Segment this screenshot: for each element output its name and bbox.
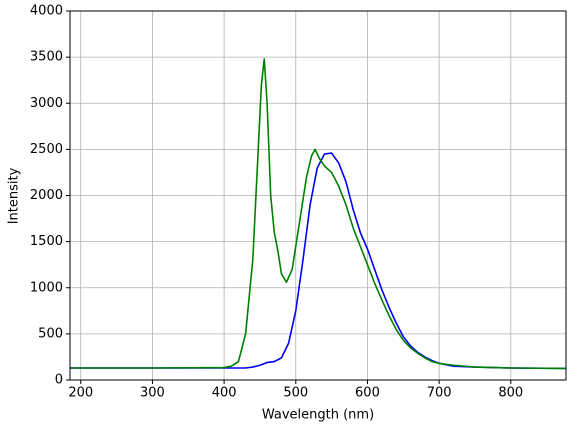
y-tick-label: 4000 <box>30 4 63 19</box>
y-tick-label: 1000 <box>30 280 63 295</box>
y-tick-label: 2000 <box>30 188 63 203</box>
y-tick-label: 3000 <box>30 96 63 111</box>
x-axis-label: Wavelength (nm) <box>262 408 374 423</box>
x-tick-label: 800 <box>498 386 523 401</box>
plot-frame <box>69 10 567 381</box>
line-series <box>70 58 567 370</box>
y-tick-label: 1500 <box>30 234 63 249</box>
x-tick-label: 700 <box>427 386 452 401</box>
x-tick-label: 600 <box>355 386 380 401</box>
x-tick-label: 500 <box>283 386 308 401</box>
y-tick-label: 2500 <box>30 142 63 157</box>
y-tick-label: 0 <box>55 373 63 388</box>
x-tick-label: 400 <box>212 386 237 401</box>
y-axis-label: Intensity <box>7 167 22 224</box>
y-tick-label: 3500 <box>30 50 63 65</box>
x-tick-label: 200 <box>68 386 93 401</box>
line-series <box>70 152 567 370</box>
x-tick-label: 300 <box>140 386 165 401</box>
y-tick-label: 500 <box>38 326 63 341</box>
